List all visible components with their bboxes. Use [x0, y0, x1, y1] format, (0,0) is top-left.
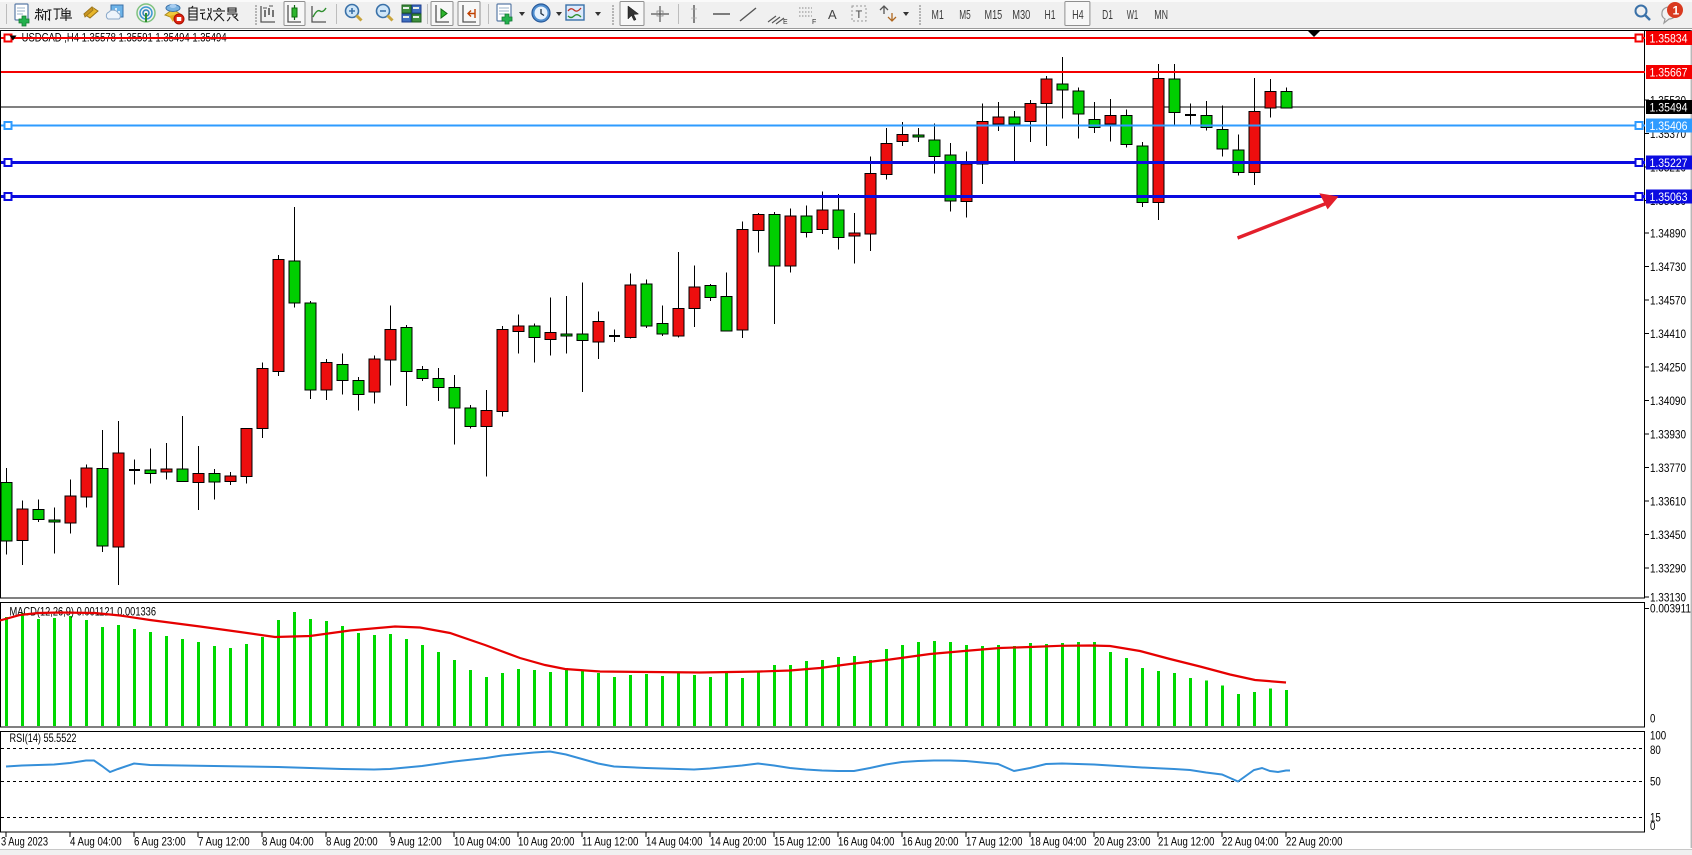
svg-text:18 Aug 04:00: 18 Aug 04:00	[1030, 835, 1087, 849]
svg-text:MN: MN	[1154, 8, 1168, 22]
svg-text:1.34090: 1.34090	[1650, 394, 1686, 408]
svg-text:H1: H1	[1045, 8, 1056, 22]
svg-text:F: F	[812, 19, 816, 26]
svg-text:1.34730: 1.34730	[1650, 260, 1686, 274]
svg-text:1.34410: 1.34410	[1650, 327, 1686, 341]
svg-text:1.34250: 1.34250	[1650, 360, 1686, 374]
svg-text:1.35667: 1.35667	[1650, 65, 1688, 79]
svg-text:1.35063: 1.35063	[1650, 190, 1688, 204]
svg-text:4 Aug 04:00: 4 Aug 04:00	[70, 835, 122, 849]
svg-text:3 Aug 2023: 3 Aug 2023	[1, 835, 48, 849]
svg-text:1.33450: 1.33450	[1650, 528, 1686, 542]
svg-text:1.33770: 1.33770	[1650, 461, 1686, 475]
svg-text:22 Aug 04:00: 22 Aug 04:00	[1222, 835, 1279, 849]
svg-text:0: 0	[1650, 819, 1656, 833]
svg-text:6 Aug 23:00: 6 Aug 23:00	[134, 835, 186, 849]
svg-text:1: 1	[1673, 4, 1680, 18]
svg-text:1.33290: 1.33290	[1650, 561, 1686, 575]
svg-text:A: A	[828, 7, 837, 22]
svg-text:T: T	[856, 9, 863, 21]
svg-text:M5: M5	[959, 8, 971, 22]
svg-text:RSI(14) 55.5522: RSI(14) 55.5522	[10, 731, 77, 745]
svg-text:20 Aug 23:00: 20 Aug 23:00	[1094, 835, 1151, 849]
svg-text:8 Aug 20:00: 8 Aug 20:00	[326, 835, 378, 849]
svg-text:1.33610: 1.33610	[1650, 494, 1686, 508]
svg-text:14 Aug 04:00: 14 Aug 04:00	[646, 835, 703, 849]
svg-text:E: E	[783, 19, 788, 26]
svg-text:80: 80	[1650, 743, 1661, 757]
svg-text:1.34570: 1.34570	[1650, 293, 1686, 307]
svg-text:10 Aug 20:00: 10 Aug 20:00	[518, 835, 575, 849]
svg-text:H4: H4	[1072, 8, 1084, 22]
svg-text:1.33130: 1.33130	[1650, 590, 1686, 604]
svg-text:1.35494: 1.35494	[1650, 100, 1688, 114]
svg-text:MACD(12,26,9) 0.001121 0.00133: MACD(12,26,9) 0.001121 0.001336	[10, 605, 157, 619]
svg-text:M1: M1	[932, 8, 944, 22]
svg-text:16 Aug 20:00: 16 Aug 20:00	[902, 835, 959, 849]
svg-text:100: 100	[1650, 728, 1666, 742]
svg-text:D1: D1	[1102, 8, 1113, 22]
svg-text:17 Aug 12:00: 17 Aug 12:00	[966, 835, 1023, 849]
svg-text:1.35227: 1.35227	[1650, 156, 1688, 170]
svg-text:8 Aug 04:00: 8 Aug 04:00	[262, 835, 314, 849]
svg-text:W1: W1	[1127, 8, 1139, 22]
svg-text:9 Aug 12:00: 9 Aug 12:00	[390, 835, 442, 849]
svg-text:15: 15	[1650, 810, 1661, 824]
svg-text:M15: M15	[985, 8, 1003, 22]
svg-text:50: 50	[1650, 774, 1661, 788]
svg-text:1.33930: 1.33930	[1650, 427, 1686, 441]
svg-text:7 Aug 12:00: 7 Aug 12:00	[198, 835, 250, 849]
svg-text:0: 0	[1650, 712, 1656, 726]
svg-text:M30: M30	[1012, 8, 1030, 22]
svg-text:1.35406: 1.35406	[1650, 119, 1688, 133]
svg-text:16 Aug 04:00: 16 Aug 04:00	[838, 835, 895, 849]
svg-text:14 Aug 20:00: 14 Aug 20:00	[710, 835, 767, 849]
svg-text:22 Aug 20:00: 22 Aug 20:00	[1286, 835, 1343, 849]
svg-text:21 Aug 12:00: 21 Aug 12:00	[1158, 835, 1215, 849]
svg-text:1.34890: 1.34890	[1650, 226, 1686, 240]
svg-text:10 Aug 04:00: 10 Aug 04:00	[454, 835, 511, 849]
svg-text:15 Aug 12:00: 15 Aug 12:00	[774, 835, 831, 849]
svg-text:0.003911: 0.003911	[1650, 602, 1691, 616]
svg-text:1.35834: 1.35834	[1650, 31, 1688, 45]
svg-text:11 Aug 12:00: 11 Aug 12:00	[582, 835, 639, 849]
